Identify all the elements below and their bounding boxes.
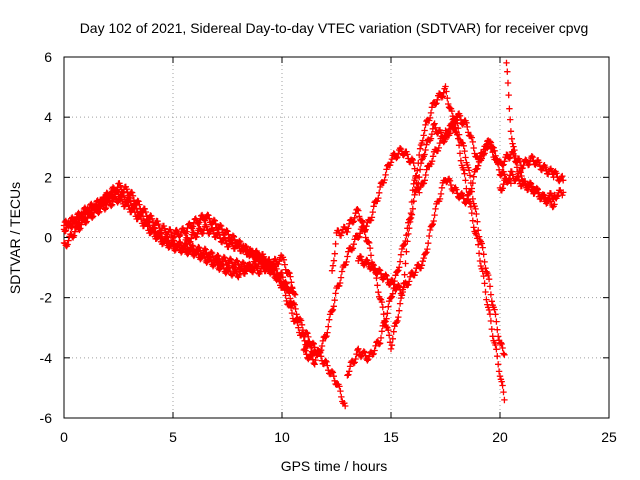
y-axis-label: SDTVAR / TECUs <box>7 182 23 294</box>
x-tick-label: 10 <box>274 429 290 445</box>
x-tick-label: 5 <box>169 429 177 445</box>
x-tick-label: 25 <box>601 429 617 445</box>
data-series <box>60 59 567 410</box>
series-1-points <box>60 186 299 298</box>
y-tick-label: -4 <box>40 350 53 366</box>
y-tick-label: 2 <box>44 169 52 185</box>
series-7-points <box>344 110 515 379</box>
chart-title: Day 102 of 2021, Sidereal Day-to-day VTE… <box>80 20 589 36</box>
x-tick-label: 20 <box>492 429 508 445</box>
x-axis-label: GPS time / hours <box>281 458 388 474</box>
y-tick-label: -6 <box>40 410 53 426</box>
grid-lines <box>64 57 609 418</box>
y-tick-label: 4 <box>44 109 52 125</box>
series-4-points <box>180 221 349 410</box>
y-tick-label: -2 <box>40 290 53 306</box>
axis-ticks: 0 5 10 15 20 25 -6 -4 -2 0 2 4 6 <box>40 49 617 445</box>
series-7 <box>344 110 515 379</box>
series-9 <box>503 59 567 205</box>
series-9-points <box>503 59 567 205</box>
x-tick-label: 0 <box>60 429 68 445</box>
y-tick-label: 6 <box>44 49 52 65</box>
series-6 <box>328 83 508 404</box>
series-6-points <box>328 83 508 404</box>
series-5 <box>300 117 508 368</box>
series-10-points <box>496 168 558 211</box>
series-10 <box>496 168 558 211</box>
series-5-points <box>300 117 508 368</box>
x-tick-label: 15 <box>383 429 399 445</box>
series-1 <box>60 186 299 298</box>
y-tick-label: 0 <box>44 230 52 246</box>
series-4 <box>180 221 349 410</box>
